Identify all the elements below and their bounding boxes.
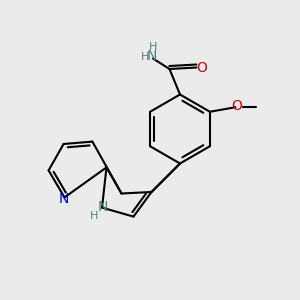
Text: O: O [196,61,207,74]
Text: N: N [98,200,108,214]
Text: N: N [59,192,69,206]
Text: O: O [231,99,242,113]
Text: H: H [89,211,98,221]
Text: H: H [149,42,157,52]
Text: N: N [146,49,157,63]
Text: H: H [141,52,150,62]
